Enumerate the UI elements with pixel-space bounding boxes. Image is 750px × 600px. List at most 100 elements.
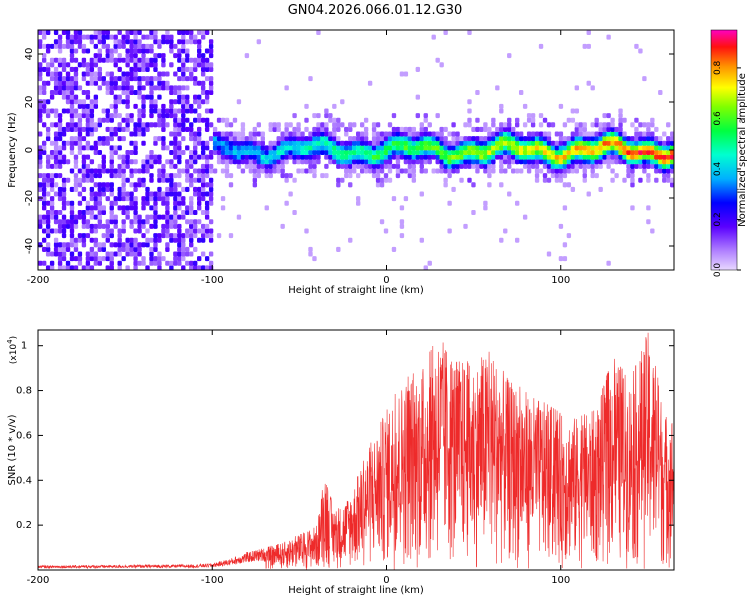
spectrogram-cell bbox=[77, 140, 83, 146]
spectrogram-cell bbox=[534, 163, 540, 169]
spectrogram-cell bbox=[228, 140, 234, 146]
spectrogram-cell bbox=[208, 122, 214, 128]
spectrogram-cell bbox=[244, 136, 250, 142]
spectrogram-cell bbox=[499, 126, 504, 132]
spectrogram-cell bbox=[65, 62, 71, 68]
spectrogram-cell bbox=[165, 191, 170, 197]
spectrogram-cell bbox=[371, 163, 377, 169]
spectrogram-cell bbox=[618, 159, 623, 165]
spectrogram-cell bbox=[149, 57, 154, 63]
spectrogram-cell bbox=[542, 136, 548, 142]
spectrogram-cell bbox=[522, 214, 528, 220]
spectrogram-cell bbox=[534, 168, 540, 174]
spectrogram-cell bbox=[479, 154, 484, 160]
spectrogram-cell bbox=[173, 122, 178, 128]
spectrogram-cell bbox=[296, 168, 301, 174]
spectrogram-cell bbox=[204, 117, 210, 123]
spectrogram-cell bbox=[590, 150, 595, 156]
spectrogram-cell bbox=[503, 126, 508, 132]
spectrogram-cell bbox=[45, 113, 51, 119]
spectrogram-cell bbox=[483, 145, 488, 151]
spectrogram-cell bbox=[598, 126, 603, 132]
spectrogram-cell bbox=[157, 186, 162, 192]
spectrogram-cell bbox=[423, 150, 428, 156]
spectrogram-cell bbox=[41, 99, 47, 105]
spectrogram-cell bbox=[81, 163, 87, 169]
spectrogram-cell bbox=[38, 242, 43, 248]
spectrogram-cell bbox=[495, 145, 500, 151]
spectrogram-cell bbox=[208, 260, 214, 266]
spectrogram-cell bbox=[312, 126, 317, 132]
spectrogram-cell bbox=[105, 71, 110, 77]
spectrogram-cell bbox=[507, 163, 512, 169]
spectrogram-cell bbox=[77, 34, 83, 40]
spectrogram-cell bbox=[141, 200, 146, 206]
spectrogram-cell bbox=[558, 154, 564, 160]
spectrogram-cell bbox=[471, 210, 476, 216]
spectrogram-cell bbox=[359, 154, 365, 160]
spectrogram-cell bbox=[109, 200, 114, 206]
spectrogram-cell bbox=[93, 237, 99, 243]
spectrogram-cell bbox=[204, 62, 210, 68]
spectrogram-cell bbox=[511, 168, 516, 174]
spectrogram-cell bbox=[81, 34, 87, 40]
spectrogram-cell bbox=[189, 126, 194, 132]
spectrogram-cell bbox=[125, 191, 130, 197]
spectrogram-cell bbox=[169, 186, 174, 192]
spectrogram-cell bbox=[200, 140, 206, 146]
spectrogram-cell bbox=[173, 53, 178, 59]
spectrogram-cell bbox=[403, 140, 409, 146]
spectrogram-cell bbox=[41, 191, 47, 197]
spectrogram-cell bbox=[483, 205, 488, 211]
spectrogram-cell bbox=[495, 85, 500, 91]
spectrogram-cell bbox=[53, 30, 59, 36]
spectrogram-cell bbox=[236, 154, 242, 160]
spectrogram-cell bbox=[411, 126, 417, 132]
spectrogram-cell bbox=[518, 168, 524, 174]
spectrogram-cell bbox=[137, 43, 142, 49]
spectrogram-cell bbox=[145, 228, 150, 234]
spectrogram-cell bbox=[181, 30, 186, 36]
spectrogram-cell bbox=[582, 122, 587, 128]
spectrogram-cell bbox=[618, 126, 623, 132]
spectrogram-cell bbox=[121, 85, 126, 91]
spectrogram-cell bbox=[157, 113, 162, 119]
spectrogram-cell bbox=[145, 159, 150, 165]
spectrogram-cell bbox=[113, 85, 118, 91]
x-tick-label: 0 bbox=[383, 575, 389, 586]
spectrogram-cell bbox=[61, 131, 67, 137]
spectrogram-cell bbox=[610, 117, 615, 123]
spectrogram-cell bbox=[208, 39, 214, 45]
spectrogram-cell bbox=[256, 159, 262, 165]
spectrogram-cell bbox=[208, 228, 214, 234]
spectrogram-cell bbox=[177, 126, 182, 132]
spectrogram-cell bbox=[443, 150, 448, 156]
spectrogram-cell bbox=[189, 200, 194, 206]
spectrogram-cell bbox=[105, 186, 110, 192]
spectrogram-cell bbox=[216, 145, 222, 151]
spectrogram-cell bbox=[606, 136, 611, 142]
spectrogram-cell bbox=[399, 168, 405, 174]
spectrogram-cell bbox=[53, 80, 59, 86]
spectrogram-cell bbox=[93, 57, 99, 63]
spectrogram-cell bbox=[149, 122, 154, 128]
spectrogram-cell bbox=[197, 237, 202, 243]
spectrogram-cell bbox=[526, 163, 532, 169]
spectrogram-cell bbox=[670, 168, 674, 174]
spectrogram-cell bbox=[189, 71, 194, 77]
spectrogram-cell bbox=[113, 57, 118, 63]
spectrogram-cell bbox=[38, 66, 43, 72]
spectrogram-cell bbox=[69, 265, 75, 270]
spectrogram-cell bbox=[248, 145, 254, 151]
spectrogram-cell bbox=[125, 163, 130, 169]
spectrogram-cell bbox=[618, 108, 623, 114]
spectrogram-cell bbox=[558, 177, 564, 183]
spectrogram-cell bbox=[93, 196, 99, 202]
spectrogram-cell bbox=[113, 131, 118, 137]
spectrogram-cell bbox=[81, 242, 87, 248]
spectrogram-cell bbox=[348, 136, 353, 142]
spectrogram-cell bbox=[224, 154, 230, 160]
spectrogram-cell bbox=[411, 145, 417, 151]
spectrogram-cell bbox=[173, 108, 178, 114]
